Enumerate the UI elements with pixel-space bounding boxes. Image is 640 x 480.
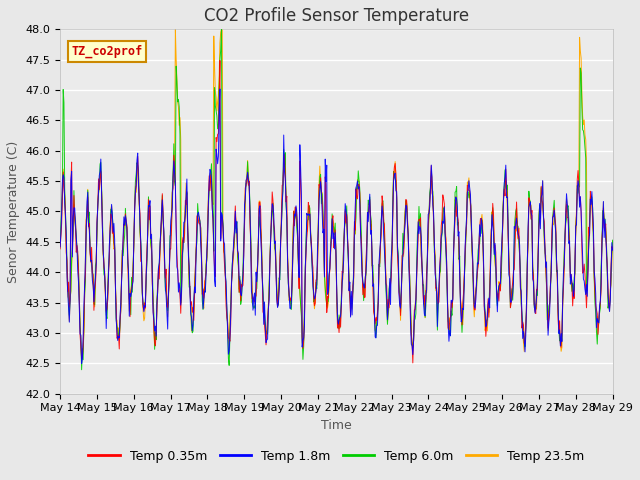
Y-axis label: Senor Temperature (C): Senor Temperature (C) (7, 140, 20, 283)
Text: TZ_co2prof: TZ_co2prof (71, 45, 142, 58)
X-axis label: Time: Time (321, 419, 352, 432)
Legend: Temp 0.35m, Temp 1.8m, Temp 6.0m, Temp 23.5m: Temp 0.35m, Temp 1.8m, Temp 6.0m, Temp 2… (83, 444, 589, 468)
Title: CO2 Profile Sensor Temperature: CO2 Profile Sensor Temperature (204, 7, 469, 25)
